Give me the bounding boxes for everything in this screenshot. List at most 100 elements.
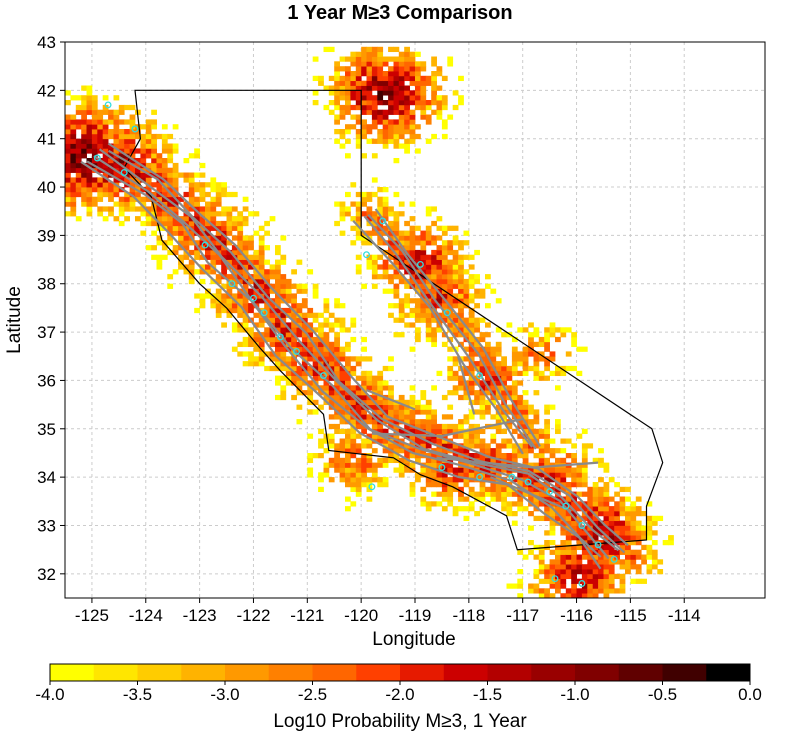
probability-cell xyxy=(135,167,141,173)
probability-cell xyxy=(135,216,141,222)
probability-cell xyxy=(81,138,87,144)
probability-cell xyxy=(538,341,545,348)
probability-cell xyxy=(415,327,421,333)
probability-cell xyxy=(334,298,340,304)
probability-cell xyxy=(463,327,470,333)
probability-cell xyxy=(167,201,174,207)
probability-cell xyxy=(264,312,270,318)
probability-cell xyxy=(296,259,303,265)
probability-cell xyxy=(226,288,233,294)
probability-cell xyxy=(221,182,227,188)
probability-cell xyxy=(441,423,448,430)
probability-cell xyxy=(86,129,93,135)
probability-cell xyxy=(178,196,184,202)
probability-cell xyxy=(361,390,367,396)
probability-cell xyxy=(463,506,470,512)
probability-cell xyxy=(555,419,561,425)
probability-cell xyxy=(533,462,540,468)
probability-cell xyxy=(371,119,378,125)
probability-cell xyxy=(495,472,502,478)
probability-cell xyxy=(366,477,373,483)
probability-cell xyxy=(366,433,373,439)
probability-cell xyxy=(328,385,335,391)
probability-cell xyxy=(377,61,384,67)
probability-cell xyxy=(506,511,513,517)
fault-traces xyxy=(80,142,629,570)
probability-cell xyxy=(560,520,567,526)
probability-cell xyxy=(555,544,561,551)
probability-cell xyxy=(447,274,454,280)
probability-cell xyxy=(296,317,303,323)
probability-cell xyxy=(608,520,615,526)
probability-cell xyxy=(205,220,211,227)
probability-cell xyxy=(366,419,373,425)
probability-cell xyxy=(221,298,227,304)
probability-cell xyxy=(102,148,109,154)
probability-cell xyxy=(603,467,610,473)
probability-cell xyxy=(361,133,367,140)
probability-cell xyxy=(614,573,620,580)
probability-cell xyxy=(258,351,265,357)
probability-cell xyxy=(544,467,550,473)
probability-cell xyxy=(205,230,211,236)
probability-cell xyxy=(485,501,491,507)
probability-cell xyxy=(140,196,147,202)
probability-cell xyxy=(205,182,211,188)
probability-cell xyxy=(646,515,653,522)
probability-cell xyxy=(285,332,292,338)
probability-cell xyxy=(458,423,464,430)
probability-cell xyxy=(528,525,534,531)
probability-cell xyxy=(447,375,454,381)
probability-cell xyxy=(377,46,384,53)
probability-cell xyxy=(345,206,351,212)
probability-cell xyxy=(371,220,378,227)
probability-cell xyxy=(371,56,378,62)
probability-cell xyxy=(404,75,410,82)
y-tick-label: 33 xyxy=(37,516,56,535)
probability-cell xyxy=(280,322,287,328)
probability-cell xyxy=(129,138,136,144)
probability-cell xyxy=(415,85,421,91)
probability-cell xyxy=(253,211,260,217)
probability-cell xyxy=(560,457,567,464)
probability-cell xyxy=(75,167,82,173)
probability-cell xyxy=(355,85,362,91)
probability-cell xyxy=(398,264,405,270)
probability-cell xyxy=(511,428,518,435)
probability-cell xyxy=(75,162,82,169)
probability-cell xyxy=(145,177,152,183)
probability-cell xyxy=(258,341,265,348)
probability-cell xyxy=(651,554,658,560)
probability-cell xyxy=(339,56,346,62)
probability-cell xyxy=(571,506,577,512)
colorbar-swatch xyxy=(487,664,532,681)
probability-cell xyxy=(415,225,421,231)
probability-cell xyxy=(415,274,421,280)
probability-cell xyxy=(587,554,594,560)
probability-cell xyxy=(533,341,540,348)
probability-cell xyxy=(350,477,357,483)
probability-cell xyxy=(70,196,77,202)
probability-cell xyxy=(210,201,217,207)
probability-cell xyxy=(188,274,195,280)
probability-cell xyxy=(479,380,486,386)
probability-cell xyxy=(560,530,567,536)
probability-cell xyxy=(339,322,346,328)
probability-cell xyxy=(468,390,475,396)
probability-cell xyxy=(425,138,432,144)
probability-cell xyxy=(571,559,577,565)
probability-cell xyxy=(242,303,249,309)
probability-cell xyxy=(70,148,77,154)
probability-cell xyxy=(237,254,244,260)
probability-cell xyxy=(371,472,378,478)
x-tick-label: -115 xyxy=(614,606,647,625)
probability-cell xyxy=(350,399,357,406)
probability-cell xyxy=(555,428,561,435)
probability-cell xyxy=(415,423,421,430)
probability-cell xyxy=(447,482,454,488)
probability-cell xyxy=(560,511,567,517)
probability-cell xyxy=(517,593,524,599)
probability-cell xyxy=(188,278,195,285)
probability-cell xyxy=(571,520,577,526)
probability-cell xyxy=(221,254,227,260)
